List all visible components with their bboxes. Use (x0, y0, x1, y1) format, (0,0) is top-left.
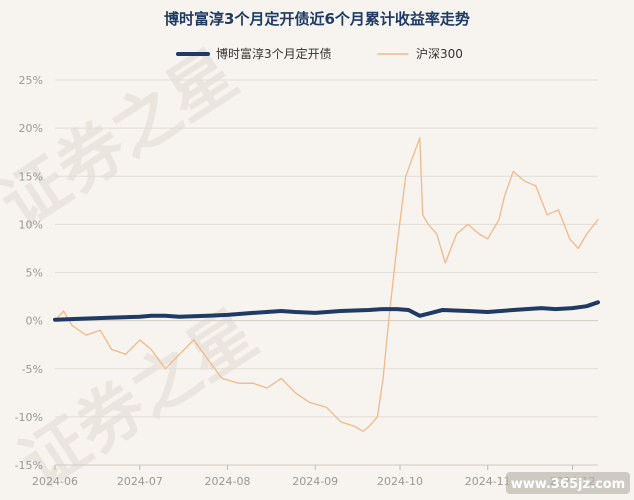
y-tick-label: 5% (26, 267, 43, 280)
y-tick-label: 20% (19, 122, 43, 135)
legend-label: 沪深300 (416, 47, 463, 61)
y-tick-label: 25% (19, 74, 43, 87)
y-tick-label: -10% (15, 411, 43, 424)
site-watermark-text: www.365jz.com (511, 477, 625, 492)
chart-title: 博时富淳3个月定开债近6个月累计收益率走势 (164, 10, 470, 28)
series-layer (53, 137, 600, 432)
x-tick-label: 2024-07 (117, 475, 163, 488)
x-tick-label: 2024-08 (205, 475, 251, 488)
legend: 博时富淳3个月定开债 沪深300 (176, 46, 463, 61)
y-tick-label: 0% (26, 315, 43, 328)
x-tick-label: 2024-11 (465, 475, 511, 488)
legend-label: 博时富淳3个月定开债 (216, 46, 332, 61)
series-line (53, 300, 600, 322)
x-tick-label: 2024-10 (377, 475, 423, 488)
y-tick-label: 15% (19, 170, 43, 183)
x-tick-label: 2024-09 (292, 475, 338, 488)
x-tick-label: 2024-06 (32, 475, 78, 488)
grid-lines (55, 79, 598, 466)
y-axis: 25% 20% 15% 10% 5% 0% -5% -10% -15% (15, 74, 43, 472)
site-watermark-bg (506, 472, 630, 494)
y-tick-label: -15% (15, 459, 43, 472)
series-line (54, 137, 599, 432)
y-tick-label: -5% (22, 363, 43, 376)
y-tick-label: 10% (19, 218, 43, 231)
site-watermark: www.365jz.com (506, 472, 630, 494)
